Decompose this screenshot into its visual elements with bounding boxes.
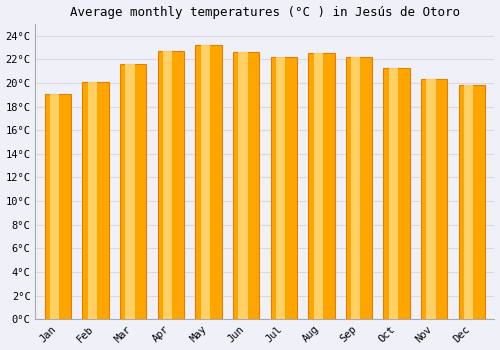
- Bar: [196, 45, 222, 319]
- Bar: [346, 57, 372, 319]
- Bar: [158, 51, 184, 319]
- Bar: [163, 51, 172, 319]
- Bar: [126, 64, 134, 319]
- Bar: [238, 52, 248, 319]
- Bar: [458, 85, 485, 319]
- Bar: [120, 64, 146, 319]
- Title: Average monthly temperatures (°C ) in Jesús de Otoro: Average monthly temperatures (°C ) in Je…: [70, 6, 460, 19]
- Bar: [308, 54, 334, 319]
- Bar: [389, 68, 398, 319]
- Bar: [421, 79, 448, 319]
- Bar: [82, 82, 109, 319]
- Bar: [426, 79, 436, 319]
- Bar: [233, 52, 260, 319]
- Bar: [351, 57, 360, 319]
- Bar: [88, 82, 97, 319]
- Bar: [270, 57, 297, 319]
- Bar: [384, 68, 410, 319]
- Bar: [314, 54, 323, 319]
- Bar: [464, 85, 473, 319]
- Bar: [200, 45, 210, 319]
- Bar: [50, 93, 59, 319]
- Bar: [276, 57, 285, 319]
- Bar: [45, 93, 71, 319]
